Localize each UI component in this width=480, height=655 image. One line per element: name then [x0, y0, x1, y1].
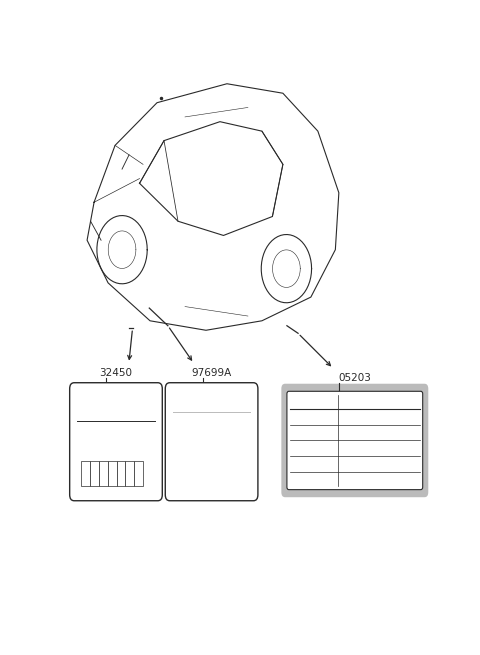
- Text: 05203: 05203: [338, 373, 371, 383]
- Bar: [81, 461, 90, 485]
- Bar: [90, 461, 99, 485]
- Bar: [108, 461, 117, 485]
- Bar: [117, 461, 125, 485]
- Bar: [134, 461, 144, 485]
- FancyBboxPatch shape: [281, 384, 428, 497]
- FancyBboxPatch shape: [287, 391, 423, 490]
- Bar: [99, 461, 108, 485]
- Text: 32450: 32450: [99, 367, 132, 378]
- FancyBboxPatch shape: [70, 383, 162, 500]
- FancyBboxPatch shape: [165, 383, 258, 500]
- Text: 97699A: 97699A: [192, 367, 232, 378]
- Bar: [125, 461, 134, 485]
